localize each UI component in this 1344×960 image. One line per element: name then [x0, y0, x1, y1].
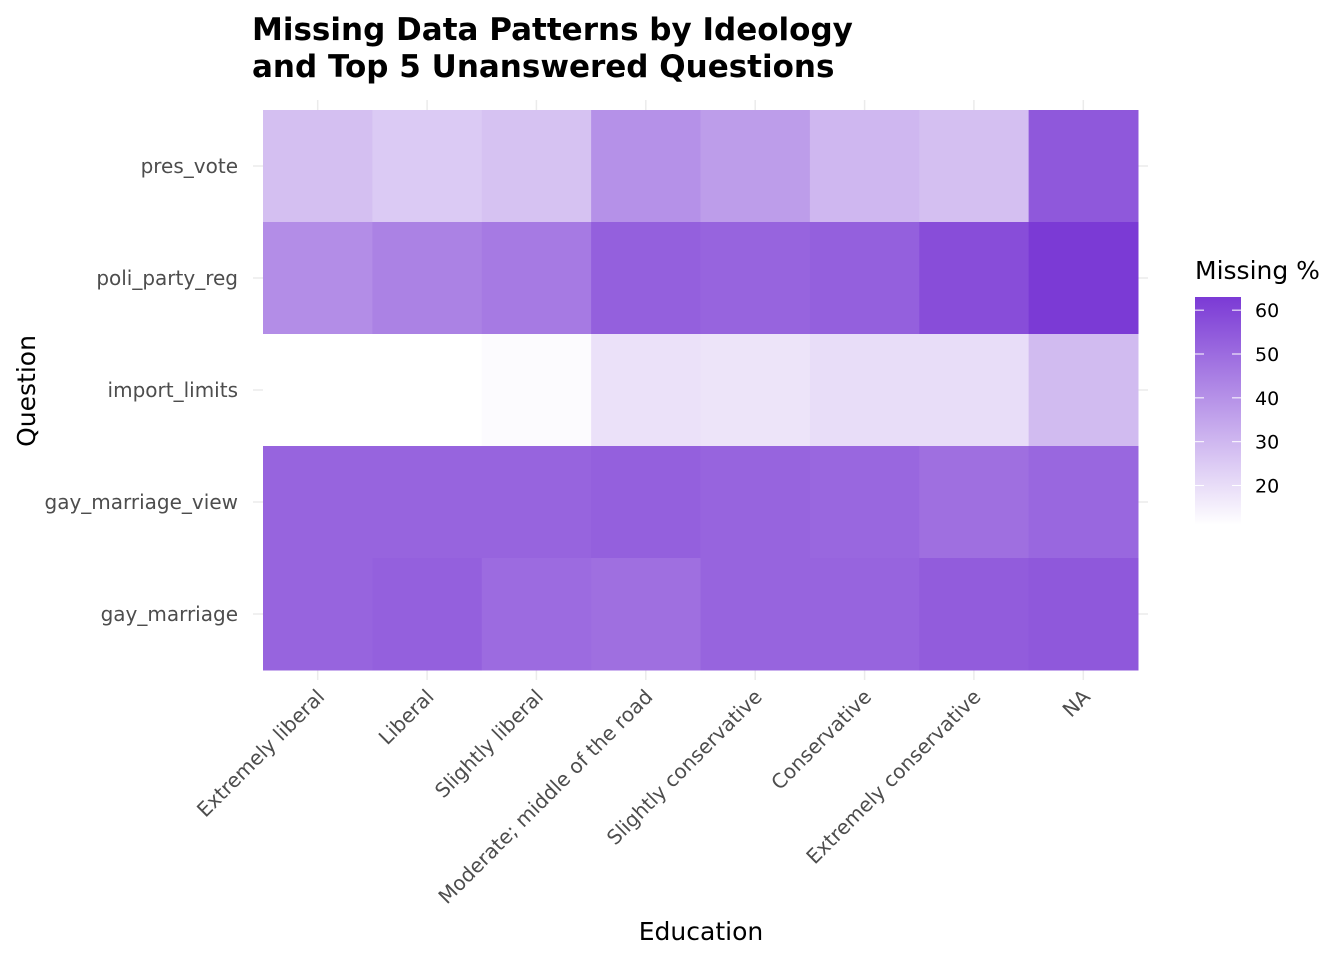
- heatmap-cell: [481, 334, 592, 447]
- heatmap-cell: [809, 110, 920, 223]
- y-axis-title: Question: [12, 335, 41, 447]
- heatmap-cell: [1028, 222, 1139, 335]
- legend-title: Missing %: [1195, 256, 1320, 285]
- heatmap-cell: [263, 110, 373, 223]
- x-tick-label: Liberal: [374, 685, 439, 750]
- legend-tick-label: 40: [1255, 388, 1279, 410]
- legend-ticks: 20 30 40 50 60: [1195, 300, 1279, 498]
- heatmap-cell: [481, 446, 592, 559]
- heatmap-cell: [700, 446, 811, 559]
- heatmap-cell: [591, 334, 701, 447]
- heatmap-cell: [1028, 334, 1139, 447]
- y-tick-label: gay_marriage_view: [45, 490, 239, 514]
- heatmap-cell: [372, 222, 483, 335]
- heatmap-cell: [591, 558, 701, 671]
- legend-tick-label: 30: [1255, 432, 1279, 454]
- heatmap-cell: [372, 446, 483, 559]
- heatmap-cell: [263, 222, 373, 335]
- heatmap-cell: [1028, 446, 1139, 559]
- heatmap-cell: [591, 446, 701, 559]
- heatmap-cell: [809, 222, 920, 335]
- heatmap-cell: [700, 334, 811, 447]
- heatmap-cell: [919, 222, 1030, 335]
- chart-title-line-1: Missing Data Patterns by Ideology: [252, 12, 853, 48]
- heatmap-cell: [700, 222, 811, 335]
- heatmap-cell: [591, 222, 701, 335]
- heatmap-cell: [372, 558, 483, 671]
- chart-title-line-2: and Top 5 Unanswered Questions: [252, 49, 834, 85]
- heatmap-cell: [481, 222, 592, 335]
- y-tick-label: import_limits: [108, 378, 238, 402]
- x-tick-label: NA: [1058, 684, 1095, 721]
- x-tick-label: Extremely conservative: [801, 685, 985, 869]
- heatmap-cell: [591, 110, 701, 223]
- x-axis-title: Education: [639, 917, 763, 946]
- heatmap-cell: [809, 558, 920, 671]
- x-tick-label: Slightly liberal: [430, 685, 548, 803]
- y-tick-label: pres_vote: [141, 154, 238, 178]
- heatmap-cell: [372, 110, 483, 223]
- heatmap-cell: [919, 446, 1030, 559]
- legend: Missing % 20 30 40 50 60: [1195, 256, 1320, 525]
- heatmap-cell: [919, 110, 1030, 223]
- heatmap-cell: [919, 334, 1030, 447]
- legend-tick-label: 50: [1255, 344, 1279, 366]
- heatmap-cell: [263, 558, 373, 671]
- heatmap-cell: [919, 558, 1030, 671]
- heatmap-cell: [263, 334, 373, 447]
- heatmap-cells: [263, 110, 1139, 671]
- heatmap-cell: [700, 110, 811, 223]
- legend-tick-label: 20: [1255, 476, 1279, 498]
- heatmap-cell: [809, 334, 920, 447]
- heatmap-cell: [809, 446, 920, 559]
- heatmap-cell: [481, 110, 592, 223]
- heatmap-cell: [1028, 558, 1139, 671]
- heatmap-cell: [372, 334, 483, 447]
- y-tick-label: poli_party_reg: [96, 266, 238, 290]
- y-tick-label: gay_marriage: [101, 602, 238, 626]
- x-tick-label: Extremely liberal: [192, 685, 329, 822]
- legend-colorbar: [1195, 297, 1241, 525]
- legend-tick-label: 60: [1255, 300, 1279, 322]
- x-tick-label: Moderate; middle of the road: [433, 685, 657, 909]
- x-tick-label: Conservative: [766, 685, 876, 795]
- heatmap-cell: [263, 446, 373, 559]
- heatmap-cell: [700, 558, 811, 671]
- y-axis-ticks: pres_vote poli_party_reg import_limits gay_…: [45, 154, 239, 626]
- heatmap-cell: [1028, 110, 1139, 223]
- heatmap-cell: [481, 558, 592, 671]
